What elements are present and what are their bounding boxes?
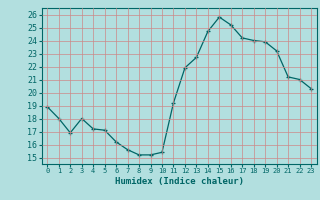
X-axis label: Humidex (Indice chaleur): Humidex (Indice chaleur) bbox=[115, 177, 244, 186]
